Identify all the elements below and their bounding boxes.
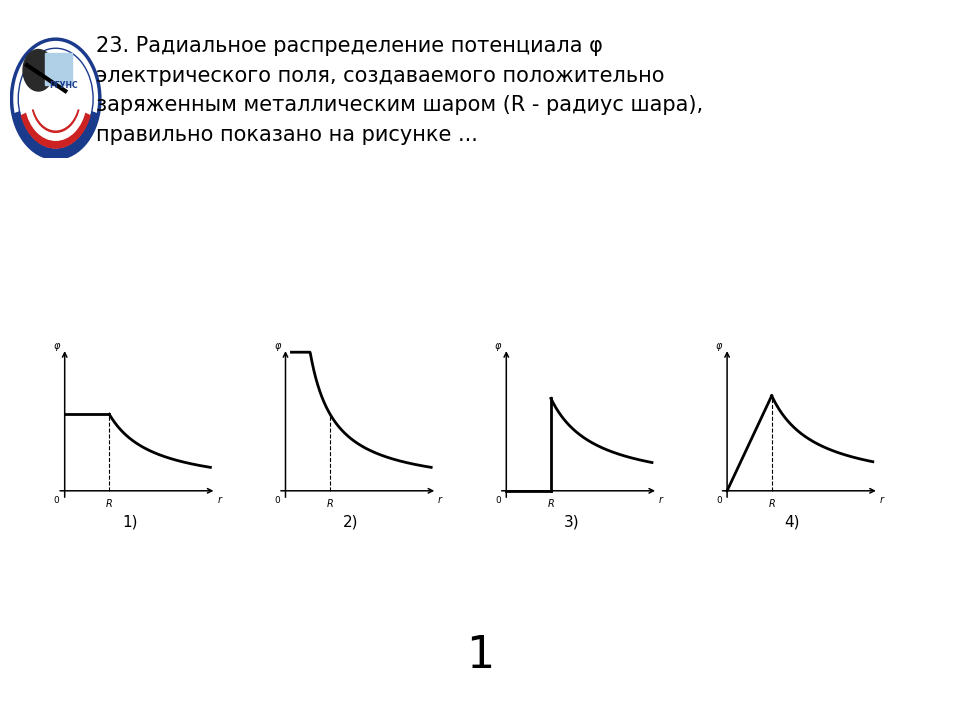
Text: R: R (326, 499, 333, 509)
Text: r: r (659, 495, 663, 505)
Text: 4): 4) (784, 515, 800, 530)
Text: 0: 0 (495, 495, 501, 505)
Text: 3): 3) (564, 515, 579, 530)
Text: R: R (547, 499, 554, 509)
Text: R: R (768, 499, 775, 509)
Text: 0: 0 (275, 495, 280, 505)
Wedge shape (13, 112, 98, 158)
Wedge shape (26, 108, 85, 140)
Text: φ: φ (716, 341, 722, 351)
Text: r: r (438, 495, 443, 505)
Text: РГУНС: РГУНС (49, 81, 78, 90)
Text: R: R (106, 499, 112, 509)
Text: 2): 2) (343, 515, 358, 530)
Text: 1): 1) (122, 515, 137, 530)
Text: 23. Радиальное распределение потенциала φ
электрического поля, создаваемого поло: 23. Радиальное распределение потенциала … (96, 36, 703, 145)
Text: φ: φ (54, 341, 60, 351)
Wedge shape (21, 110, 90, 148)
Text: 0: 0 (54, 495, 60, 505)
Text: 0: 0 (716, 495, 722, 505)
Text: r: r (879, 495, 884, 505)
Text: 1: 1 (466, 634, 494, 677)
FancyBboxPatch shape (45, 53, 72, 84)
Circle shape (23, 50, 54, 91)
Text: r: r (217, 495, 222, 505)
Text: φ: φ (495, 341, 501, 351)
Text: φ: φ (275, 341, 280, 351)
